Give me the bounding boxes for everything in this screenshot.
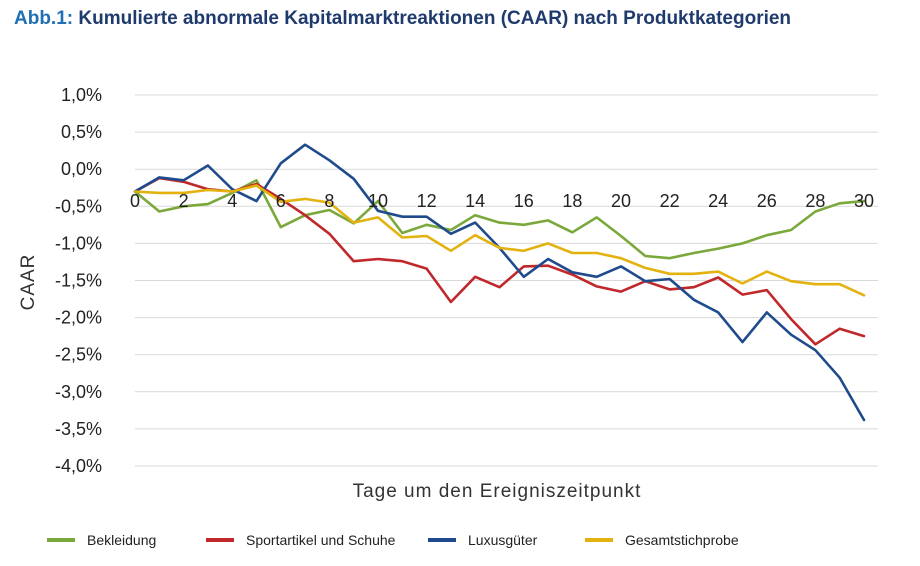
y-tick-label: 1,0% <box>61 85 102 105</box>
y-tick-label: 0,0% <box>61 159 102 179</box>
x-tick-label: 0 <box>130 191 140 211</box>
series-line <box>133 184 866 297</box>
y-tick-label: -2,5% <box>55 345 102 365</box>
x-tick-label: 2 <box>179 191 189 211</box>
legend: Bekleidung Sportartikel und Schuhe Luxusgü… <box>47 532 739 548</box>
x-tick-label: 26 <box>757 191 777 211</box>
x-tick-label: 10 <box>368 191 388 211</box>
x-axis-title: Tage um den Ereigniszeitpunkt <box>353 481 642 502</box>
x-tick-label: 28 <box>805 191 825 211</box>
x-tick-label: 6 <box>276 191 286 211</box>
x-tick-label: 24 <box>708 191 728 211</box>
figure-title-text: Kumulierte abnormale Kapitalmarktreaktio… <box>78 8 792 29</box>
x-tick-label: 8 <box>324 191 334 211</box>
series-line <box>133 176 866 346</box>
x-tick-label: 18 <box>562 191 582 211</box>
y-tick-label: -1,0% <box>55 233 102 253</box>
y-tick-label: 0,5% <box>61 122 102 142</box>
x-tick-label: 22 <box>660 191 680 211</box>
legend-label: Bekleidung <box>87 532 156 548</box>
x-tick-label: 16 <box>514 191 534 211</box>
x-tick-label: 20 <box>611 191 631 211</box>
x-tick-label: 14 <box>465 191 485 211</box>
x-tick-labels: 0 2 4 6 8 10 12 14 16 18 20 22 24 26 28 30 <box>130 191 874 211</box>
y-tick-label: -1,5% <box>55 271 102 291</box>
y-tick-labels: 1,0% 0,5% 0,0% -0,5% -1,0% -1,5% -2,0% -2,5% -3,… <box>55 85 102 476</box>
x-tick-label: 12 <box>417 191 437 211</box>
series-line <box>133 179 866 260</box>
figure-label: Abb.1: <box>14 8 74 29</box>
x-tick-label: 30 <box>854 191 874 211</box>
legend-label: Luxusgüter <box>468 532 538 548</box>
y-axis-title: CAAR <box>18 254 39 311</box>
y-tick-label: -0,5% <box>55 196 102 216</box>
x-tick-label: 4 <box>227 191 237 211</box>
series-lines <box>133 143 866 422</box>
figure-title: Abb.1: Kumulierte abnormale Kapitalmarkt… <box>14 8 791 30</box>
legend-label: Sportartikel und Schuhe <box>246 532 396 548</box>
y-tick-label: -3,0% <box>55 382 102 402</box>
y-tick-label: -4,0% <box>55 456 102 476</box>
legend-label: Gesamtstichprobe <box>625 532 739 548</box>
y-tick-label: -2,0% <box>55 308 102 328</box>
gridlines <box>135 94 878 467</box>
y-tick-label: -3,5% <box>55 419 102 439</box>
